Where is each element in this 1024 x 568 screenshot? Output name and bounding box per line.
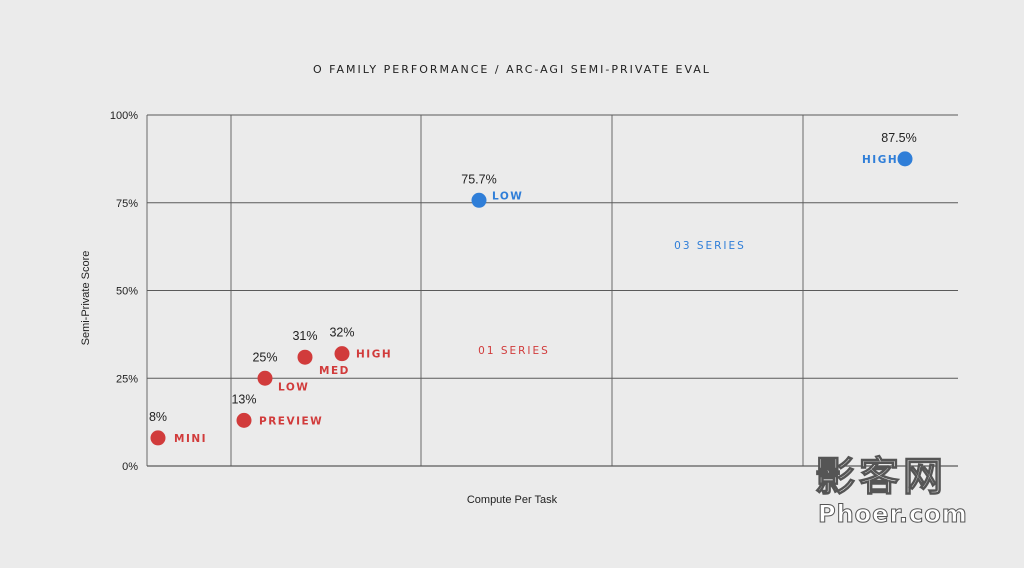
y-tick-label: 25% [116,373,138,385]
data-point [150,430,166,446]
series-label: 01 SERIES [478,345,550,357]
watermark: 影客网 Phoer.com [814,453,968,528]
y-tick-label: 0% [122,461,138,473]
point-label: LOW [492,190,523,202]
y-tick-labels: 0% 25% 50% 75% 100% [110,110,138,473]
point-label: MINI [174,433,207,445]
y-tick-label: 50% [116,286,138,298]
data-value-label: 8% [149,410,167,424]
x-axis-label: Compute Per Task [467,494,558,506]
data-point [334,346,350,362]
data-point [297,349,313,365]
point-label: HIGH [356,349,392,361]
watermark-en: Phoer.com [818,500,968,528]
chart-title: O FAMILY PERFORMANCE / ARC-AGI SEMI-PRIV… [313,63,711,76]
y-tick-label: 100% [110,110,138,122]
data-value-label: 31% [292,329,317,343]
data-point [257,370,273,386]
series-label: 03 SERIES [674,240,746,252]
data-point [471,192,487,208]
data-value-label: 75.7% [461,172,496,186]
series-labels: 01 SERIES 03 SERIES [478,240,746,357]
data-value-label: 87.5% [881,131,916,145]
data-value-label: 25% [252,350,277,364]
point-label: LOW [278,381,309,393]
data-points: 8%MINI13%PREVIEW25%LOW31%MED32%HIGH75.7%… [149,131,917,446]
y-axis-label: Semi-Private Score [80,251,92,346]
point-label: MED [319,365,350,377]
data-point [236,412,252,428]
data-point [897,151,913,167]
grid [146,114,958,467]
y-tick-label: 75% [116,198,138,210]
data-value-label: 32% [329,326,354,340]
point-label: PREVIEW [259,415,323,427]
point-label: HIGH [862,154,898,166]
data-value-label: 13% [231,392,256,406]
watermark-cn: 影客网 [815,454,947,500]
